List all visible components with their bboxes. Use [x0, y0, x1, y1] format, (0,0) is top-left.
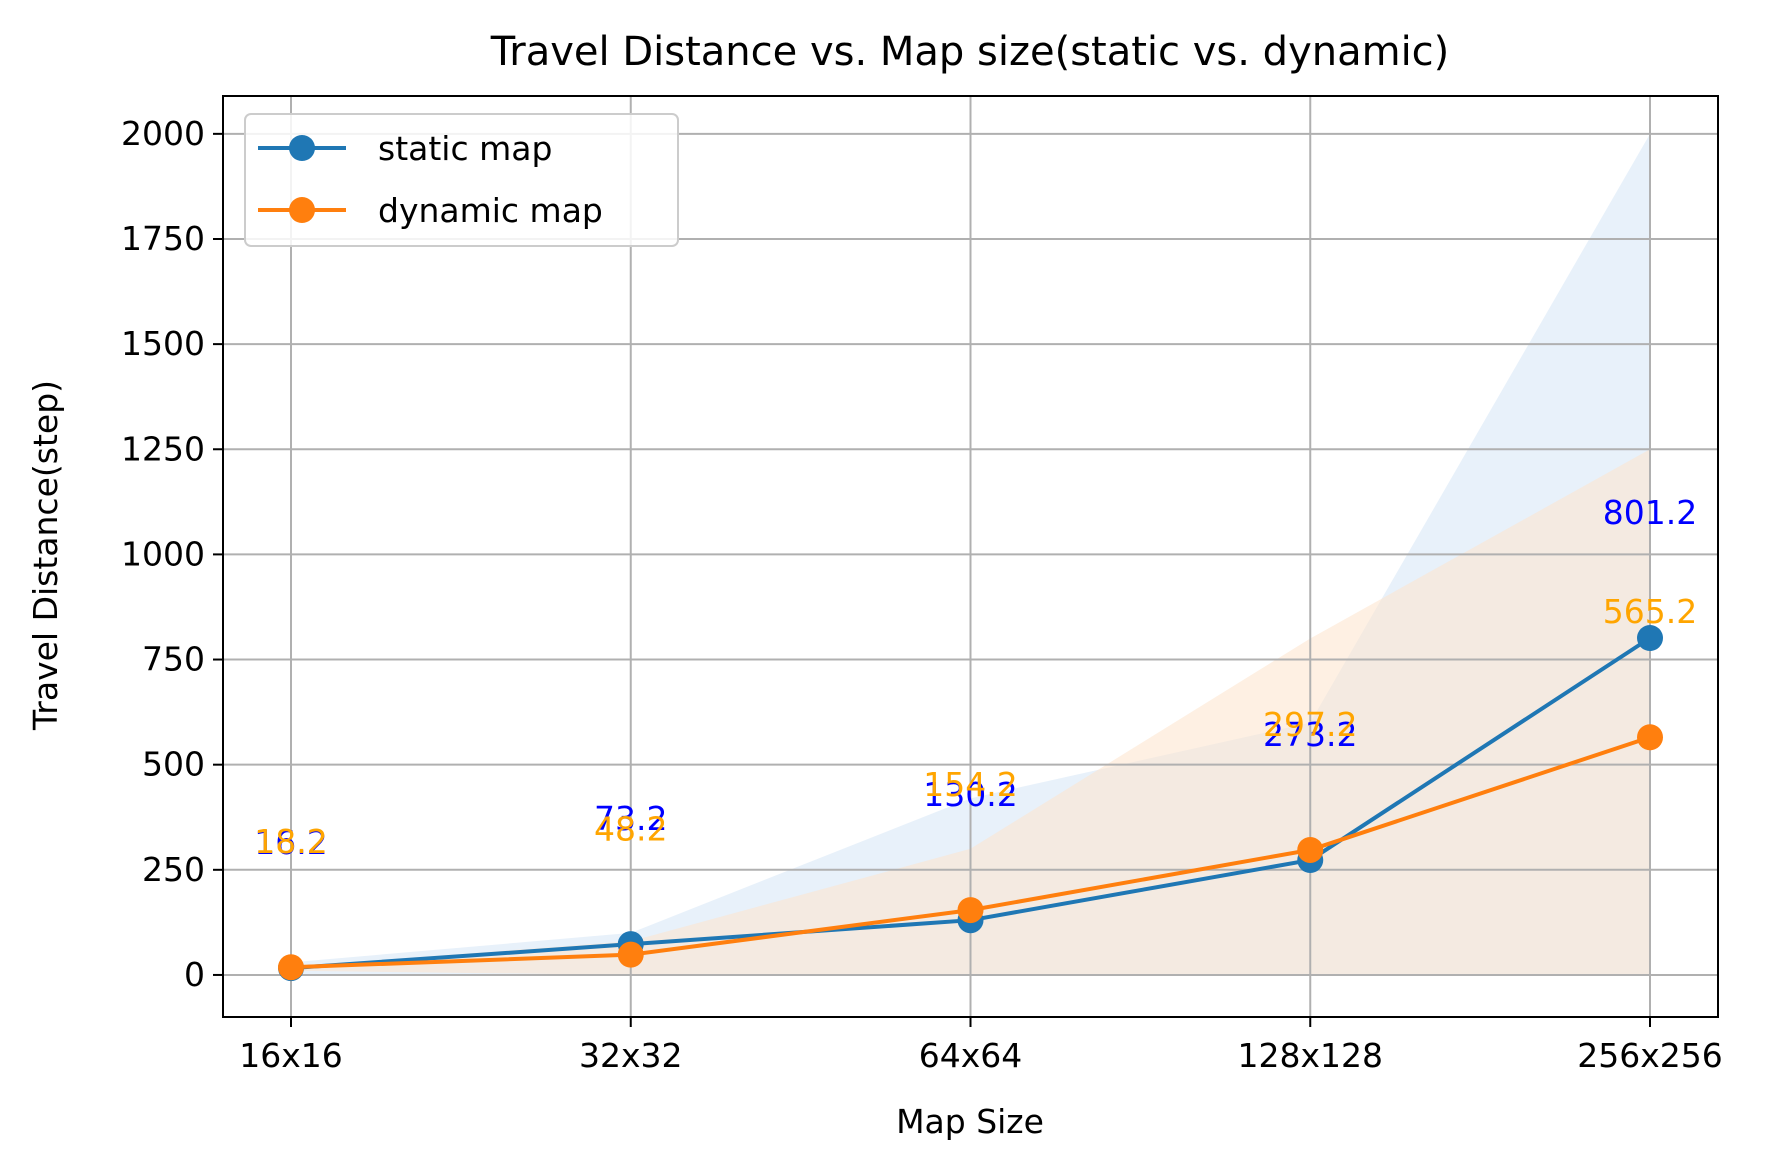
- y-tick-label: 500: [142, 745, 205, 784]
- data-label-dynamic: 18.2: [254, 822, 327, 861]
- chart-title: Travel Distance vs. Map size(static vs. …: [490, 29, 1450, 75]
- data-label-static: 801.2: [1603, 493, 1697, 532]
- legend-item-static-map[interactable]: static map: [258, 129, 552, 168]
- point-dynamic[interactable]: [957, 897, 984, 924]
- legend-marker-static: [289, 135, 315, 161]
- data-label-dynamic: 297.2: [1263, 705, 1357, 744]
- y-tick-label: 1000: [121, 534, 205, 573]
- data-label-static: 73.2: [594, 799, 667, 838]
- legend[interactable]: static map dynamic map: [244, 113, 679, 247]
- y-axis-ticks: 0 250 500 750 1000 1250 1500 1750 2000: [121, 114, 223, 994]
- point-dynamic[interactable]: [1637, 724, 1663, 751]
- legend-marker-dynamic: [289, 197, 315, 223]
- data-label-static: 130.2: [923, 775, 1017, 814]
- legend-item-dynamic-map[interactable]: dynamic map: [258, 191, 603, 230]
- data-label-static: 16.2: [254, 823, 327, 862]
- x-axis-title: Map Size: [896, 1102, 1044, 1141]
- y-tick-label: 250: [142, 850, 205, 889]
- x-tick-label: 16x16: [239, 1036, 343, 1075]
- y-tick-label: 750: [142, 640, 205, 679]
- x-axis-ticks: 16x16 32x32 64x64 128x128 256x256: [239, 1017, 1723, 1075]
- y-tick-label: 0: [184, 955, 205, 994]
- x-tick-label: 32x32: [579, 1036, 683, 1075]
- x-tick-label: 64x64: [919, 1036, 1023, 1075]
- y-axis-title: Travel Distance(step): [26, 380, 65, 731]
- y-tick-label: 1750: [121, 219, 205, 258]
- point-dynamic[interactable]: [278, 954, 304, 981]
- y-tick-label: 1500: [121, 324, 205, 363]
- point-dynamic[interactable]: [1297, 836, 1324, 863]
- y-tick-label: 2000: [121, 114, 205, 153]
- point-dynamic[interactable]: [617, 941, 644, 968]
- legend-label-static: static map: [378, 129, 552, 168]
- data-label-static: 273.2: [1263, 715, 1357, 754]
- data-label-dynamic: 565.2: [1603, 592, 1697, 631]
- x-tick-label: 128x128: [1237, 1036, 1383, 1075]
- legend-box: [244, 113, 679, 247]
- point-static[interactable]: [1637, 625, 1663, 652]
- legend-label-dynamic: dynamic map: [378, 191, 603, 230]
- x-tick-label: 256x256: [1577, 1036, 1723, 1075]
- data-points: [278, 625, 1663, 982]
- data-labels: 16.2 73.2 130.2 273.2 801.2 18.2 48.2 154.2 297.…: [254, 493, 1697, 862]
- data-label-dynamic: 154.2: [923, 765, 1017, 804]
- y-tick-label: 1250: [121, 429, 205, 468]
- data-label-dynamic: 48.2: [594, 810, 667, 849]
